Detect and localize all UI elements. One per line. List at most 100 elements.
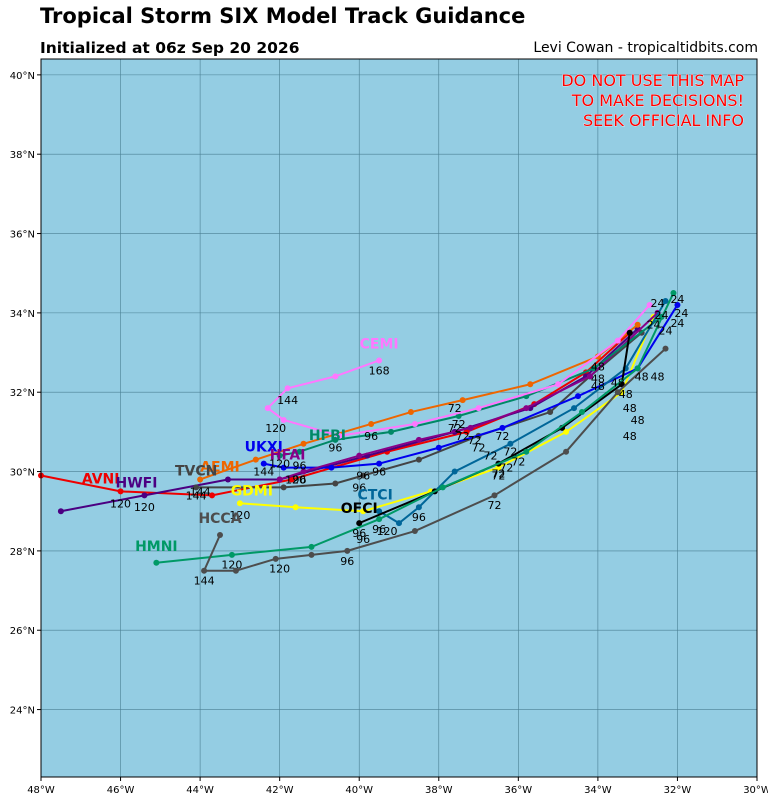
lon-tick-label: 40°W [345, 785, 373, 796]
track-point [459, 397, 466, 404]
model-label: HFAI [270, 448, 306, 464]
hour-label: 24 [647, 319, 661, 332]
lat-tick-label: 36°N [10, 230, 35, 241]
model-label: CTCI [357, 487, 392, 503]
hour-label: 24 [670, 293, 684, 306]
lon-tick-label: 42°W [266, 785, 294, 796]
track-point [276, 452, 283, 459]
lat-tick-label: 38°N [10, 150, 35, 161]
warning-line: DO NOT USE THIS MAP [561, 71, 744, 90]
hour-label: 48 [619, 388, 633, 401]
track-point [224, 476, 231, 483]
model-label: AVNI [82, 471, 120, 487]
lon-tick-label: 44°W [186, 785, 214, 796]
lon-tick-label: 30°W [743, 785, 768, 796]
hour-label: 96 [412, 511, 426, 524]
track-point [197, 476, 204, 483]
track-point [141, 492, 148, 499]
track-point [217, 532, 223, 539]
hour-label: 72 [487, 499, 501, 512]
track-line [378, 300, 667, 525]
lon-tick-label: 38°W [425, 785, 453, 796]
track-point [590, 365, 597, 372]
track-point [396, 520, 402, 527]
track-line [279, 312, 659, 481]
hour-label: 24 [674, 307, 688, 320]
track-point [328, 464, 335, 471]
track-point [388, 428, 395, 435]
track-point [415, 456, 422, 463]
track-point [527, 381, 534, 388]
hour-label: 144 [186, 489, 207, 502]
hour-label: 96 [356, 469, 370, 482]
track-line [279, 316, 663, 457]
track-point [260, 460, 267, 467]
track-hfbi [276, 313, 665, 459]
lon-tick-label: 48°W [27, 785, 55, 796]
hour-label: 72 [503, 446, 517, 459]
track-point [376, 460, 383, 467]
track-point [411, 420, 418, 427]
page-title: Tropical Storm SIX Model Track Guidance [40, 4, 526, 28]
track-point [193, 484, 200, 491]
model-label: TVCN [175, 464, 217, 480]
lon-tick-label: 46°W [107, 785, 135, 796]
track-point [634, 365, 641, 372]
hour-label: 96 [352, 527, 366, 540]
hour-label: 144 [190, 485, 211, 498]
track-point [523, 448, 530, 455]
hour-label: 24 [651, 297, 665, 310]
track-point [578, 409, 585, 416]
hour-label: 48 [651, 370, 665, 383]
track-point [356, 520, 363, 527]
track-point [614, 389, 621, 396]
track-point [360, 508, 367, 515]
lat-tick-label: 26°N [10, 626, 35, 637]
track-point [296, 448, 303, 455]
track-point [670, 290, 677, 297]
track-point [272, 555, 279, 562]
track-point [368, 420, 375, 427]
track-point [280, 416, 287, 423]
track-point [280, 484, 287, 491]
track-point [467, 424, 474, 431]
hour-label: 120 [229, 509, 250, 522]
track-point [563, 448, 570, 455]
track-point [308, 543, 315, 550]
track-point [555, 381, 562, 388]
track-point [117, 488, 124, 495]
track-point [463, 428, 470, 435]
hour-label: 48 [635, 370, 649, 383]
hour-label: 96 [352, 481, 366, 494]
hour-label: 96 [356, 533, 370, 546]
hour-label: 24 [655, 309, 669, 322]
hour-label: 48 [623, 402, 637, 415]
track-point [232, 567, 239, 574]
hour-label: 144 [253, 466, 274, 479]
credit-text: Levi Cowan - tropicaltidbits.com [533, 40, 758, 56]
track-point [332, 373, 339, 380]
track-point [153, 559, 160, 566]
lat-tick-label: 28°N [10, 547, 35, 558]
track-point [415, 436, 422, 443]
track-point [276, 476, 283, 483]
lon-tick-label: 32°W [664, 785, 692, 796]
axis-ticks: 48°W 46°W 44°W 42°W 40°W 38°W 36°W 34°W 32°W 30°W… [10, 71, 768, 796]
track-point [415, 504, 422, 511]
track-point [360, 472, 367, 479]
lat-tick-label: 30°N [10, 468, 35, 479]
hour-label: 48 [591, 360, 605, 373]
track-point [288, 476, 295, 483]
lon-tick-label: 34°W [584, 785, 612, 796]
hour-label: 48 [591, 380, 605, 393]
track-point [646, 301, 653, 308]
lat-tick-label: 34°N [10, 309, 35, 320]
hour-label: 72 [491, 468, 505, 481]
track-point [662, 345, 669, 352]
lat-tick-label: 24°N [10, 706, 35, 717]
track-point [236, 500, 243, 507]
forecast-hour-labels: 7212072120729614472961201447212072961447… [110, 293, 688, 588]
track-point [451, 468, 458, 475]
lat-tick-label: 32°N [10, 388, 35, 399]
